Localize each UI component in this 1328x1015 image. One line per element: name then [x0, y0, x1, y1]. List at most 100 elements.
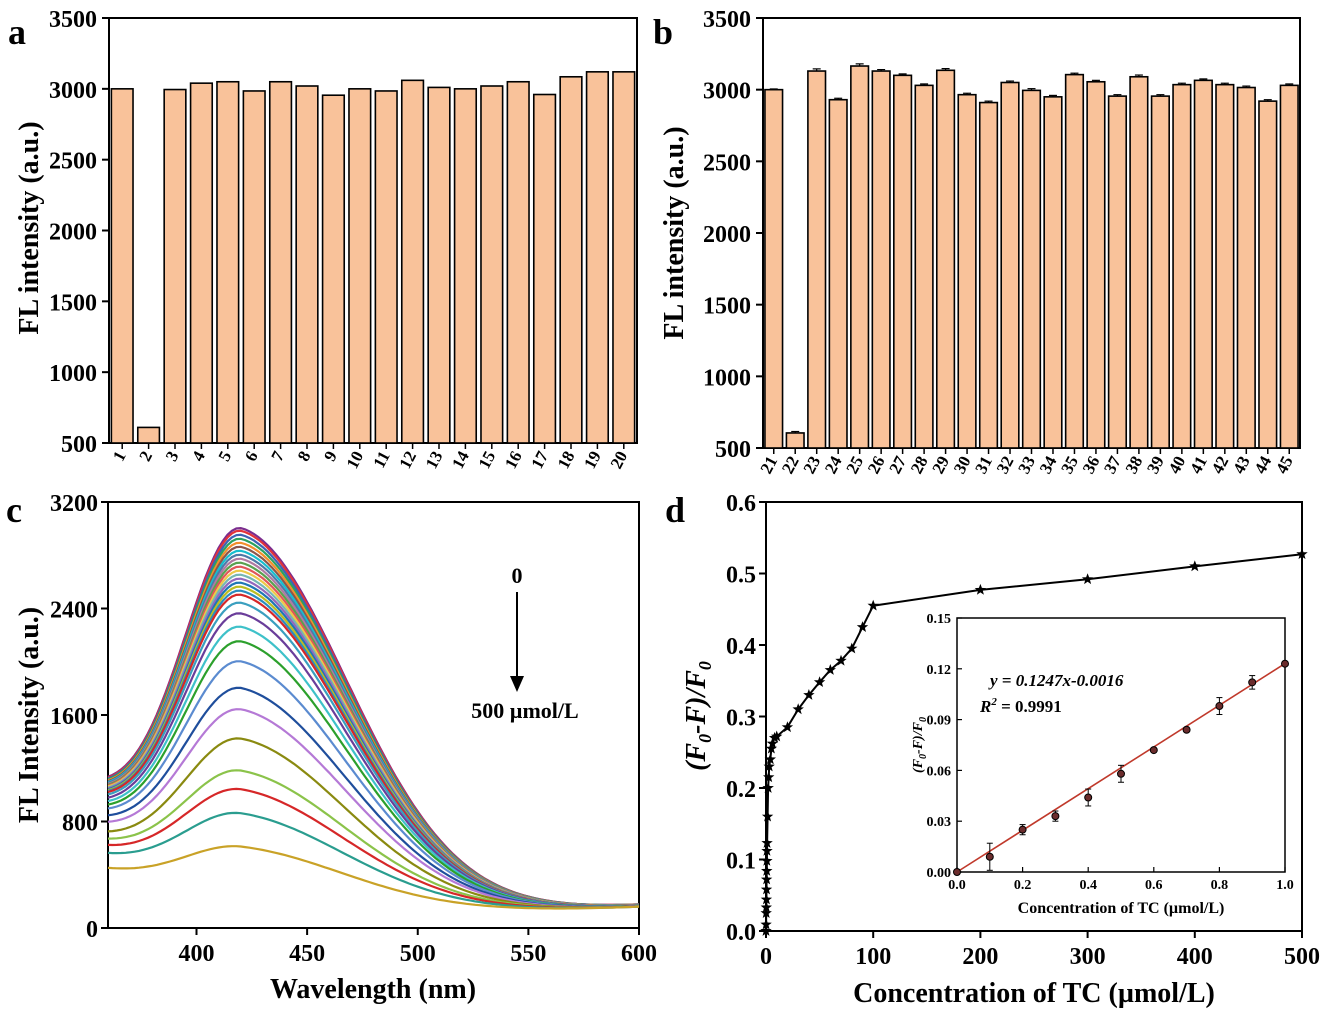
- panel-c-spectrum-line: [108, 770, 639, 907]
- panel-a-ytick-label: 500: [61, 432, 97, 458]
- panel-b-xtick-label: 29: [928, 453, 953, 477]
- panel-a-ytick-label: 2500: [49, 149, 97, 175]
- panel-a-ytick-label: 1500: [49, 290, 97, 316]
- panel-a-bar: [270, 82, 292, 443]
- panel-b-bar: [915, 85, 933, 448]
- panel-a-xtick-label: 8: [294, 448, 315, 464]
- panel-a-bar: [481, 86, 503, 443]
- panel-d-ytick-label: 0.4: [726, 634, 756, 660]
- panel-b-bar: [894, 75, 912, 448]
- panel-d-xtick-label: 500: [1284, 944, 1320, 970]
- panel-b-xtick-label: 33: [1014, 453, 1039, 477]
- panel-a-bar: [613, 72, 635, 443]
- panel-d-ytick-label: 0.3: [726, 706, 756, 732]
- panel-a-bar: [138, 427, 160, 443]
- panel-b-bar: [851, 66, 869, 448]
- panel-a-ylabel: FL intensity (a.u.): [14, 121, 45, 334]
- panel-b-bar: [1023, 90, 1041, 448]
- panel-b-xtick-label: 45: [1272, 453, 1297, 477]
- panel-c-ytick-label: 2400: [50, 598, 98, 624]
- panel-b-xtick-label: 36: [1079, 453, 1104, 477]
- panel-b-ytick-label: 2500: [703, 150, 751, 176]
- panel-b-bar: [937, 70, 955, 448]
- panel-d-xtick-label: 400: [1177, 944, 1213, 970]
- panel-b-ytick-label: 500: [715, 437, 751, 463]
- panel-d-xtick-label: 300: [1070, 944, 1106, 970]
- inset-point: [1019, 826, 1026, 833]
- panel-d-point: [857, 621, 868, 632]
- panel-c-ytick-label: 800: [62, 811, 98, 837]
- panel-a-frame: [109, 18, 637, 443]
- panel-b-ylabel: FL intensity (a.u.): [659, 126, 690, 339]
- panel-a-bar: [534, 95, 556, 444]
- inset-point: [1282, 660, 1289, 667]
- panel-b-xtick-label: 28: [907, 453, 932, 477]
- panel-a-bar: [217, 82, 239, 443]
- panel-b-bar: [1066, 75, 1084, 448]
- panel-a-xtick-label: 7: [267, 448, 288, 465]
- panel-a-xtick-label: 3: [162, 448, 183, 464]
- panel-a-bar: [111, 89, 133, 443]
- panel-a-bar: [587, 72, 609, 443]
- panel-b-xtick-label: 39: [1143, 453, 1168, 477]
- panel-b-xtick-label: 38: [1122, 453, 1147, 477]
- panel-d-point: [1189, 560, 1200, 571]
- panel-b-chart: FL intensity (a.u.) 500 1000 1500 2000 2500 3…: [659, 7, 1300, 477]
- panel-c-ylabel: FL Intensity (a.u.): [14, 607, 45, 823]
- panel-b-xtick-label: 37: [1100, 453, 1125, 477]
- panel-a-bar: [349, 89, 371, 443]
- panel-a-xtick-label: 10: [343, 448, 368, 472]
- panel-b-bar: [786, 433, 804, 448]
- panel-a-xtick-label: 14: [448, 448, 473, 472]
- panel-c-xtick-label: 400: [179, 941, 215, 967]
- panel-b-bar: [808, 71, 826, 448]
- panel-d-chart: (F0-F)/F0 Concentration of TC (µmol/L) 0…: [681, 491, 1320, 1009]
- panel-a-xtick-label: 9: [320, 448, 341, 464]
- panel-b-bar: [958, 95, 976, 448]
- panel-c-annotation-bottom: 500 µmol/L: [471, 698, 578, 723]
- panel-c-ytick-label: 0: [86, 917, 98, 943]
- panel-c-spectrum-line: [108, 547, 639, 905]
- panel-d-ytick-label: 0.1: [726, 849, 756, 875]
- panel-b-xtick-label: 31: [971, 453, 996, 477]
- panel-b-xtick-label: 22: [778, 453, 803, 477]
- panel-b-bar: [1001, 83, 1019, 449]
- panel-a-xtick-label: 18: [554, 448, 579, 472]
- panel-b-xtick-label: 23: [799, 453, 824, 477]
- panel-b-bar: [765, 90, 783, 448]
- panel-b-xtick-label: 40: [1165, 453, 1190, 477]
- panel-b-bar: [1195, 80, 1213, 448]
- panel-b-bar: [872, 71, 890, 448]
- figure-canvas: a b c d FL intensity (a.u.) 500100015002…: [0, 0, 1328, 1015]
- panel-b-bar: [980, 103, 998, 448]
- inset-xlabel: Concentration of TC (µmol/L): [1018, 900, 1225, 917]
- panel-label-c: c: [6, 490, 22, 530]
- panel-c-xtick-label: 600: [621, 941, 657, 967]
- panel-c-arrow-head: [510, 676, 524, 692]
- inset-point: [986, 853, 993, 860]
- panel-b-bar: [1087, 82, 1105, 448]
- panel-a-xtick-label: 11: [369, 448, 393, 471]
- panel-b-bar: [1152, 96, 1170, 448]
- inset-point: [1118, 770, 1125, 777]
- panel-d-xtick-label: 200: [962, 944, 998, 970]
- panel-d-ytick-label: 0.2: [726, 777, 756, 803]
- inset-xtick-label: 0.8: [1211, 878, 1229, 893]
- inset-point: [1150, 747, 1157, 754]
- panel-b-xtick-label: 43: [1229, 453, 1254, 477]
- panel-b-xtick-label: 25: [842, 453, 867, 477]
- panel-a-bar: [243, 91, 265, 443]
- panel-b-xtick-label: 21: [757, 453, 782, 477]
- panel-b-bar: [1216, 85, 1234, 448]
- panel-a-bar: [323, 95, 345, 443]
- inset-fit-equation: y = 0.1247x-0.0016: [988, 671, 1124, 690]
- panel-label-b: b: [653, 12, 673, 52]
- panel-a-xtick-label: 20: [607, 448, 632, 472]
- panel-b-ytick-label: 3000: [703, 79, 751, 105]
- panel-b-bar: [1259, 101, 1277, 448]
- inset-ytick-label: 0.09: [927, 714, 952, 729]
- panel-b-xtick-label: 26: [864, 453, 889, 477]
- panel-a-xtick-label: 16: [501, 448, 526, 472]
- panel-a-bar: [428, 87, 450, 443]
- panel-b-xtick-label: 32: [993, 453, 1018, 477]
